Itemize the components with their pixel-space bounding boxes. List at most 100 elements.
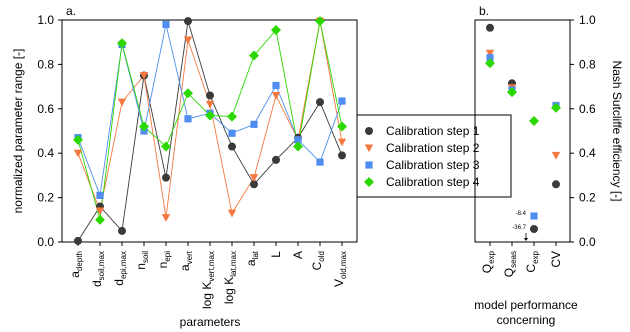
panel-a-x-tick-label-base: a (68, 271, 82, 278)
panel-b-xlabel-line1: model performance (474, 298, 578, 312)
panel-b-y-tick-label: 0.8 (579, 57, 596, 71)
series-1-point (118, 226, 126, 235)
panel-a-x-tick-label-base: d (112, 279, 126, 286)
panel-b-series-3-point (486, 54, 494, 62)
panel-b-x-tick-label-text: CV (549, 251, 563, 268)
panel-b-series-4-point (529, 116, 539, 127)
series-3-point (184, 115, 192, 123)
series-1-point (338, 151, 346, 160)
panel-a-x-tick-label-base: V (332, 279, 346, 287)
legend: Calibration step 1 Calibration step 2 Cali… (356, 114, 512, 198)
series-4-point (315, 16, 325, 27)
series-2-point (73, 149, 83, 158)
panel-a-x-tick-label: nepi (156, 251, 172, 269)
series-2-point (117, 98, 127, 107)
panel-a-x-tick-label-sub: old,max (339, 251, 348, 279)
series-2-point (205, 100, 215, 109)
panel-a-y-tick-label: 0.0 (37, 235, 54, 249)
panel-b-ylabel: Nash Sutcliffe efficiency [-] (610, 61, 624, 202)
series-3-point (294, 136, 302, 144)
panel-b-x-tick-label-base: Q (502, 268, 516, 277)
panel-a-x-tick-label-text: A (291, 251, 305, 259)
panel-b-series-4-point (551, 102, 561, 113)
series-4-point (249, 50, 259, 61)
panel-a-x-tick-label: Cold (310, 251, 326, 270)
series-1-point (206, 91, 214, 100)
panel-a-y-tick-label: 0.6 (37, 102, 54, 116)
panel-b-series-1-point (552, 180, 560, 189)
series-1-point (74, 236, 82, 245)
panel-a-x-tick-label-text: adepth (68, 251, 84, 278)
panel-a-x-tick-label-text: alat (244, 250, 260, 266)
series-2-point (95, 207, 105, 216)
panel-b-x-tick-label: Qseas (502, 251, 518, 277)
panel-a-x-tick-label-sub: depth (75, 251, 84, 271)
legend-label-1: Calibration step 1 (386, 124, 480, 138)
panel-b-x-tick-label: Cexp (524, 250, 540, 272)
panel-a-x-tick-label-base: n (134, 263, 148, 270)
panel-a-x-tick-label: alat (244, 250, 260, 266)
panel-a-ylabel: normalized parameter range [-] (11, 49, 25, 214)
panel-b-arrow-head (524, 238, 528, 241)
series-2-point (337, 138, 347, 147)
series-3-point (272, 81, 280, 90)
panel-b-offscale-point (530, 212, 538, 220)
series-3-point (162, 20, 170, 29)
panel-a-x-tick-label: dsoil,max (90, 251, 106, 287)
panel-a-y-tick-label: 1.0 (37, 13, 54, 27)
panel-a-x-tick-label-text: nsoil (134, 251, 150, 270)
legend-box (356, 114, 512, 198)
panel-b-y-axis: 0.0 0.2 0.4 0.6 0.8 1.0 (570, 13, 596, 249)
panel-b-x-tick-label-text: Qexp (480, 250, 496, 273)
series-4-point (227, 111, 237, 122)
panel-a-x-tick-label: nsoil (134, 251, 150, 270)
series-1-point (272, 155, 280, 164)
panel-a-y-tick-label: 0.2 (37, 191, 54, 205)
legend-marker-2 (364, 144, 374, 153)
series-2-point (161, 214, 171, 222)
series-1-point (316, 98, 324, 107)
panel-b-x-tick-label: Qexp (480, 250, 496, 273)
panel-a-x-tick-label: avert (178, 250, 194, 271)
series-2-point (183, 36, 193, 45)
series-4-point (95, 214, 105, 225)
panel-a-x-tick-label-text: Vold,max (332, 251, 348, 287)
panel-a-markers (73, 16, 347, 245)
panel-a-label: a. (66, 4, 76, 18)
panel-a-x-tick-label: adepth (68, 251, 84, 278)
legend-marker-1 (365, 127, 373, 135)
panel-a-x-tick-label-text: dsoil,max (90, 251, 106, 287)
panel-a-x-tick-label-text: nepi (156, 251, 172, 269)
legend-marker-3 (365, 161, 373, 169)
panel-a-y-axis: 0.0 0.2 0.4 0.6 0.8 1.0 (37, 13, 62, 249)
panel-a-x-tick-label-base: n (156, 262, 170, 269)
panel-b-offscale-point (530, 225, 538, 233)
panel-a-series-lines (77, 20, 343, 242)
panel-a-x-tick-label-text: log Klat,max (222, 251, 238, 304)
panel-a-x-tick-label: log Klat,max (222, 251, 238, 304)
series-line-1 (77, 20, 343, 242)
series-4-point (73, 134, 83, 145)
series-4-point (293, 141, 303, 152)
panel-a-x-tick-label: L (269, 251, 283, 258)
panel-b-annotation: -36.7 (512, 225, 526, 231)
legend-label-2: Calibration step 2 (386, 141, 480, 155)
panel-a-x-tick-label-text: Cold (310, 251, 326, 270)
series-2-point (271, 91, 281, 100)
panel-b-label: b. (479, 4, 489, 18)
series-3-point (228, 129, 236, 137)
legend-label-4: Calibration step 4 (386, 175, 480, 189)
series-4-point (139, 121, 149, 132)
panel-b-x-tick-label-base: C (524, 264, 538, 273)
series-1-point (162, 173, 170, 182)
panel-b-series-2-point (551, 151, 561, 160)
panel-b-x-tick-label-sub: exp (487, 250, 496, 263)
series-3-point (338, 97, 346, 105)
series-2-point (139, 72, 149, 80)
series-2-point (227, 209, 237, 218)
panel-b-y-tick-label: 0.4 (579, 146, 596, 160)
panel-a-y-tick-label: 0.8 (37, 57, 54, 71)
panel-b-x-axis: Qexp Qseas Cexp CV (480, 242, 563, 277)
panel-b-x-tick-label-text: Qseas (502, 251, 518, 277)
